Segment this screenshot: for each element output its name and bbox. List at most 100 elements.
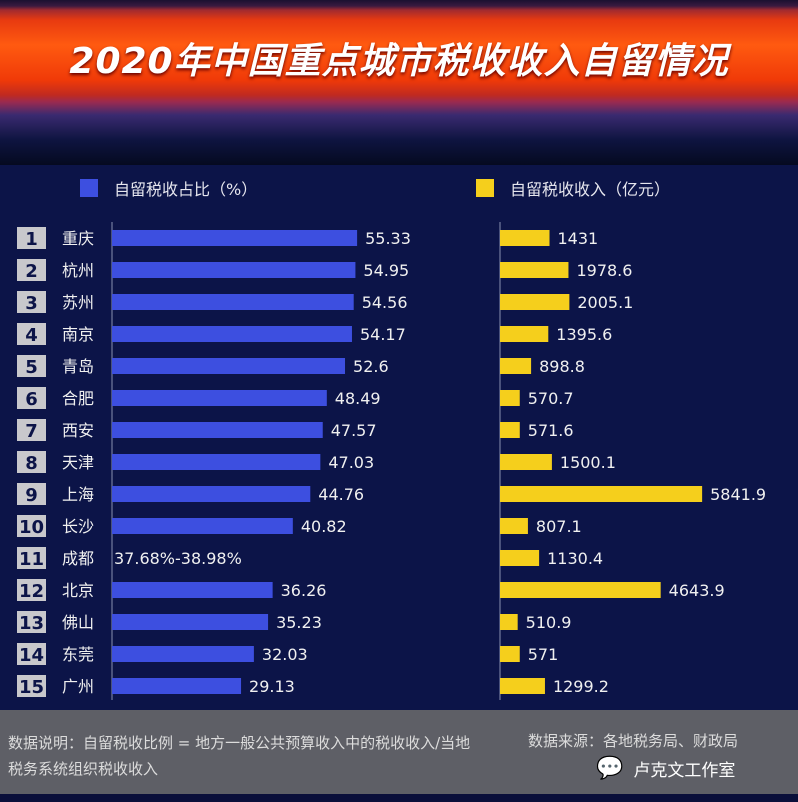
income-value: 571.6 <box>528 421 574 440</box>
share-value: 54.95 <box>363 261 409 280</box>
rank-label: 8 <box>25 453 38 474</box>
income-value: 1978.6 <box>576 261 632 280</box>
income-value: 1299.2 <box>553 677 609 696</box>
data-note: 数据说明：自留税收比例 = 地方一般公共预算收入中的税收收入/当地税务系统组织税… <box>8 734 471 778</box>
income-value: 1395.6 <box>556 325 612 344</box>
rank-box <box>17 675 46 697</box>
share-bar <box>112 614 269 630</box>
rank-label: 4 <box>25 325 38 346</box>
rank-label: 9 <box>25 485 38 506</box>
share-value: 35.23 <box>276 613 322 632</box>
share-bar <box>112 678 242 694</box>
income-bar <box>500 678 545 694</box>
share-value: 36.26 <box>281 581 327 600</box>
rank-box <box>17 291 46 313</box>
income-bar <box>500 550 540 566</box>
share-bar <box>112 294 354 310</box>
income-value: 510.9 <box>526 613 572 632</box>
rank-label: 3 <box>25 293 38 314</box>
city-label: 青岛 <box>62 357 94 376</box>
rank-label: 10 <box>19 517 44 538</box>
share-value: 40.82 <box>301 517 347 536</box>
city-label: 杭州 <box>62 261 94 280</box>
income-bar <box>500 518 528 534</box>
rank-box <box>17 515 46 537</box>
share-bar <box>112 358 346 374</box>
income-value: 898.8 <box>539 357 585 376</box>
income-value: 807.1 <box>536 517 582 536</box>
share-bar <box>112 422 323 438</box>
income-bar <box>500 614 518 630</box>
income-bar <box>500 230 550 246</box>
income-bar <box>500 486 703 502</box>
share-value: 29.13 <box>249 677 295 696</box>
share-bar <box>112 454 321 470</box>
city-label: 佛山 <box>62 613 94 632</box>
share-bar <box>112 646 254 662</box>
city-label: 东莞 <box>62 645 94 664</box>
rank-box <box>17 611 46 633</box>
share-bar <box>112 582 273 598</box>
income-value: 570.7 <box>528 389 574 408</box>
rank-box <box>17 259 46 281</box>
income-bar <box>500 294 570 310</box>
rank-box <box>17 227 46 249</box>
rank-label: 7 <box>25 421 38 442</box>
share-bar <box>112 486 311 502</box>
city-label: 广州 <box>62 677 94 696</box>
rank-box <box>17 579 46 601</box>
footer: 数据说明：自留税收比例 = 地方一般公共预算收入中的税收收入/当地税务系统组织税… <box>0 710 798 794</box>
rank-label: 6 <box>25 389 38 410</box>
rank-label: 15 <box>19 677 44 698</box>
rank-box <box>17 419 46 441</box>
legend-swatch-blue <box>80 179 98 197</box>
brand-name: 卢克文工作室 <box>633 761 736 781</box>
income-value: 2005.1 <box>577 293 633 312</box>
city-label: 天津 <box>62 453 94 472</box>
chart-title: 2020年中国重点城市税收收入自留情况 <box>69 41 729 82</box>
share-value: 54.17 <box>360 325 406 344</box>
rank-box <box>17 323 46 345</box>
legend-income: 自留税收收入（亿元） <box>476 176 670 200</box>
share-bar <box>112 326 352 342</box>
share-bar <box>112 230 358 246</box>
rank-box <box>17 483 46 505</box>
city-label: 成都 <box>62 549 94 568</box>
rank-box <box>17 355 46 377</box>
share-value: 48.49 <box>335 389 381 408</box>
share-bar <box>112 518 293 534</box>
rank-label: 2 <box>25 261 38 282</box>
income-value: 4643.9 <box>669 581 725 600</box>
data-source: 数据来源：各地税务局、财政局 <box>528 732 739 750</box>
wechat-icon: 💬 <box>596 756 624 781</box>
share-value: 55.33 <box>365 229 411 248</box>
legend-label: 自留税收收入（亿元） <box>510 180 671 199</box>
income-value: 5841.9 <box>710 485 766 504</box>
legend-share: 自留税收占比（%） <box>80 176 257 200</box>
rank-label: 13 <box>19 613 44 634</box>
city-label: 长沙 <box>62 517 94 536</box>
income-bar <box>500 646 520 662</box>
city-label: 北京 <box>62 581 94 600</box>
income-value: 571 <box>528 645 559 664</box>
city-label: 苏州 <box>62 293 94 312</box>
income-bar <box>500 582 661 598</box>
city-label: 合肥 <box>62 389 94 408</box>
income-bar <box>500 454 552 470</box>
share-value: 52.6 <box>353 357 389 376</box>
rank-label: 1 <box>25 229 38 250</box>
share-value: 44.76 <box>318 485 364 504</box>
rank-box <box>17 643 46 665</box>
legend-swatch-yellow <box>476 179 494 197</box>
income-bar <box>500 358 532 374</box>
income-value: 1500.1 <box>560 453 616 472</box>
share-bar <box>112 390 327 406</box>
city-label: 西安 <box>62 421 94 440</box>
rank-label: 5 <box>25 357 38 378</box>
share-value: 32.03 <box>262 645 308 664</box>
rank-box <box>17 387 46 409</box>
rank-label: 12 <box>19 581 44 602</box>
title-banner: 2020年中国重点城市税收收入自留情况 <box>0 0 798 165</box>
income-value: 1130.4 <box>547 549 603 568</box>
